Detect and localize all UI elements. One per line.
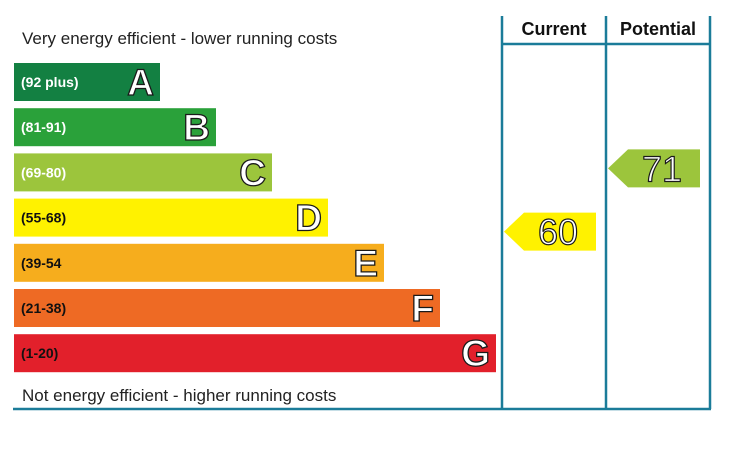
- potential-rating-pointer: [608, 149, 700, 188]
- band-e-bar: [14, 243, 384, 282]
- band-a-bar: [14, 63, 160, 101]
- chart-frame: [13, 16, 712, 411]
- band-g-range: (1-20): [21, 345, 58, 361]
- band-g-letter: G: [461, 333, 490, 374]
- band-d-letter: D: [295, 198, 322, 239]
- current-column-header: Current: [521, 19, 587, 39]
- band-f-bar: [14, 289, 440, 327]
- top-caption: Very energy efficient - lower running co…: [22, 29, 338, 48]
- band-c-letter: C: [239, 152, 266, 193]
- band-d-range: (55-68): [21, 210, 66, 226]
- potential-column-header: Potential: [619, 19, 696, 39]
- band-b-bar: [14, 108, 216, 147]
- band-e-letter: E: [353, 243, 378, 284]
- band-b-letter: B: [183, 107, 210, 148]
- band-f-letter: F: [411, 288, 434, 329]
- band-g-bar: [14, 334, 496, 373]
- band-c-bar: [14, 153, 272, 192]
- band-d-bar: [14, 198, 328, 237]
- current-rating-value: 60: [538, 212, 578, 253]
- rating-bands: (92 plus) A (81-91) B (69-80) C (55-68) D (39-54…: [14, 61, 496, 375]
- band-b-range: (81-91): [21, 119, 66, 135]
- band-a-range: (92 plus): [21, 74, 79, 90]
- potential-rating-value: 71: [642, 148, 682, 189]
- bottom-caption: Not energy efficient - higher running co…: [22, 386, 337, 405]
- rating-pointers: 60 71: [504, 148, 700, 253]
- band-e-range: (39-54: [21, 255, 62, 271]
- band-a-letter: A: [127, 62, 154, 103]
- current-rating-pointer: [504, 212, 596, 251]
- band-c-range: (69-80): [21, 164, 66, 180]
- band-f-range: (21-38): [21, 300, 66, 316]
